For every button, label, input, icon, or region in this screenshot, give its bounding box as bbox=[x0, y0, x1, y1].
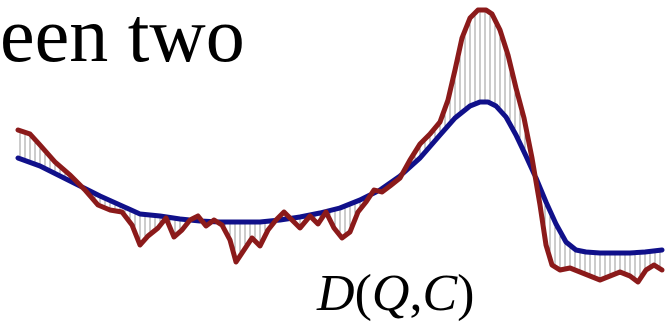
open-paren: ( bbox=[354, 265, 372, 322]
series-c-symbol: C bbox=[422, 265, 458, 322]
distance-label: D(Q,C) bbox=[317, 268, 474, 320]
time-series-q-curve bbox=[15, 7, 665, 285]
slide-title-fragment: een two bbox=[0, 0, 245, 78]
time-series-c-curve bbox=[15, 99, 665, 256]
series-q-symbol: Q bbox=[371, 265, 410, 322]
close-paren: ) bbox=[457, 265, 475, 322]
distance-function-symbol: D bbox=[317, 265, 355, 322]
comma: , bbox=[409, 265, 423, 322]
